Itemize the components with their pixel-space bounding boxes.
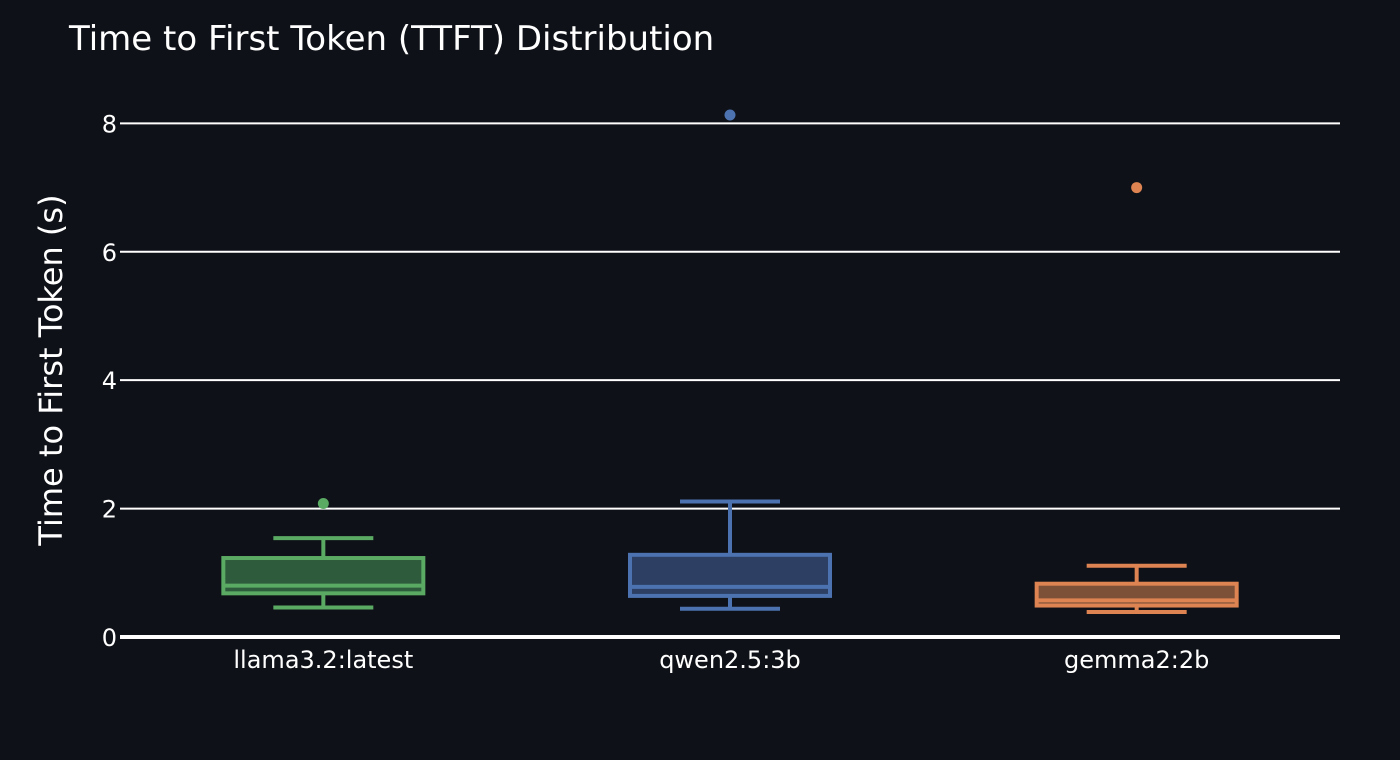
y-axis-title: Time to First Token (s) [32, 194, 70, 546]
x-tick-label: qwen2.5:3b [659, 646, 801, 674]
box-llama3-2-latest [221, 497, 426, 610]
y-tick-label: 6 [102, 239, 117, 267]
x-tick-label: gemma2:2b [1064, 646, 1209, 674]
outlier-point [724, 109, 736, 121]
iqr-box [221, 556, 426, 596]
y-tick-label: 0 [102, 624, 117, 652]
x-tick-label: llama3.2:latest [233, 646, 413, 674]
x-tick-labels: llama3.2:latest qwen2.5:3b gemma2:2b [233, 646, 1209, 674]
chart-title: Time to First Token (TTFT) Distribution [68, 19, 714, 59]
y-tick-labels: 0 2 4 6 8 [102, 110, 117, 652]
gridlines [120, 122, 1340, 510]
y-tick-label: 8 [102, 110, 117, 138]
outlier-point [317, 497, 329, 509]
y-tick-label: 4 [102, 367, 117, 395]
boxes [221, 109, 1239, 614]
iqr-box [628, 552, 832, 598]
outlier-point [1131, 182, 1143, 194]
box-qwen2-5-3b [628, 109, 832, 611]
y-tick-label: 2 [102, 496, 117, 524]
box-gemma2-2b [1034, 182, 1239, 614]
